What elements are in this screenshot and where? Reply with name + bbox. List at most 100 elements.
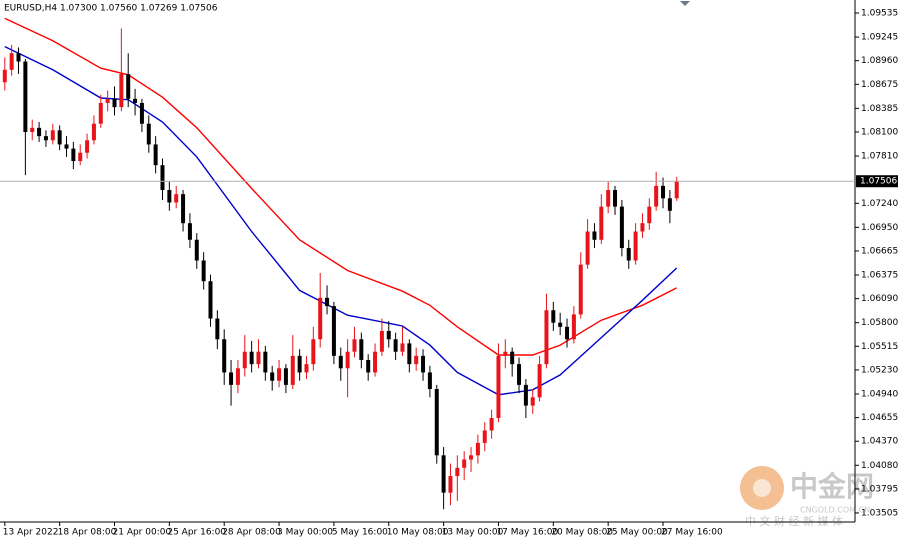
candle-body bbox=[338, 355, 343, 369]
candle-body bbox=[160, 165, 165, 191]
candle-body bbox=[667, 198, 672, 211]
candle-body bbox=[571, 314, 576, 340]
x-tick-label: 25 May 00:00 bbox=[606, 528, 668, 538]
candle-body bbox=[565, 326, 570, 340]
candle-body bbox=[366, 359, 371, 373]
candle-body bbox=[414, 355, 419, 365]
candle-body bbox=[558, 322, 563, 327]
candle-body bbox=[455, 467, 460, 477]
chart-title: EURUSD,H4 1.07300 1.07560 1.07269 1.0750… bbox=[4, 4, 218, 14]
candle-body bbox=[606, 190, 611, 207]
x-tick-label: 3 May 00:00 bbox=[277, 528, 333, 538]
candle-body bbox=[400, 343, 405, 352]
candle-body bbox=[544, 310, 549, 365]
candle-body bbox=[585, 231, 590, 265]
candle-body bbox=[482, 430, 487, 443]
x-tick-label: 5 May 16:00 bbox=[332, 528, 388, 538]
x-tick-label: 25 Apr 16:00 bbox=[167, 528, 226, 538]
y-tick-label: 1.03795 bbox=[861, 484, 898, 494]
candle-body bbox=[167, 190, 172, 203]
candle-body bbox=[626, 248, 631, 261]
y-tick-label: 1.08385 bbox=[861, 104, 898, 114]
candle-body bbox=[304, 364, 309, 373]
watermark-logo-inner bbox=[753, 479, 771, 497]
candle-body bbox=[64, 144, 69, 149]
candle-body bbox=[187, 223, 192, 240]
y-tick-label: 1.06950 bbox=[861, 223, 898, 233]
candle-body bbox=[119, 73, 124, 108]
candle-body bbox=[50, 130, 55, 141]
y-tick-label: 1.04080 bbox=[861, 461, 898, 471]
y-tick-label: 1.07240 bbox=[861, 199, 898, 209]
y-tick-label: 1.05515 bbox=[861, 342, 898, 352]
candle-body bbox=[462, 459, 467, 468]
last-price-label: 1.07506 bbox=[860, 177, 897, 187]
moving-average bbox=[4, 45, 678, 396]
candle-body bbox=[37, 127, 42, 137]
candle-body bbox=[386, 330, 391, 340]
candle-body bbox=[270, 372, 275, 381]
candle-body bbox=[421, 355, 426, 373]
candle-body bbox=[427, 372, 432, 390]
x-tick-label: 13 May 00:00 bbox=[442, 528, 504, 538]
candle-body bbox=[9, 53, 14, 70]
x-tick-label: 27 May 16:00 bbox=[661, 528, 723, 538]
y-tick-label: 1.06090 bbox=[861, 294, 898, 304]
candle-body bbox=[98, 102, 103, 124]
candle-body bbox=[249, 351, 254, 365]
candle-body bbox=[647, 206, 652, 224]
y-tick-label: 1.09535 bbox=[861, 9, 898, 19]
candle-body bbox=[133, 98, 138, 103]
candle-body bbox=[592, 231, 597, 240]
y-tick-label: 1.04655 bbox=[861, 413, 898, 423]
y-tick-label: 1.07810 bbox=[861, 152, 898, 162]
candle-body bbox=[475, 442, 480, 456]
candle-body bbox=[613, 190, 618, 207]
x-tick-label: 17 May 16:00 bbox=[496, 528, 558, 538]
candle-body bbox=[640, 223, 645, 232]
y-tick-label: 1.06665 bbox=[861, 246, 898, 256]
y-tick-label: 1.05800 bbox=[861, 318, 898, 328]
candle-body bbox=[256, 351, 261, 365]
candle-body bbox=[345, 351, 350, 369]
candle-body bbox=[71, 148, 76, 162]
candle-body bbox=[311, 339, 316, 365]
candle-body bbox=[318, 297, 323, 340]
candle-body bbox=[16, 53, 21, 62]
y-tick-label: 1.04370 bbox=[861, 437, 898, 447]
candle-body bbox=[229, 372, 234, 385]
candle-body bbox=[30, 127, 35, 132]
candle-body bbox=[153, 144, 158, 166]
candle-body bbox=[277, 368, 282, 381]
candle-body bbox=[661, 185, 666, 199]
candle-body bbox=[523, 384, 528, 406]
candle-body bbox=[393, 339, 398, 352]
candle-body bbox=[373, 351, 378, 373]
candle-body bbox=[105, 98, 110, 103]
candle-body bbox=[434, 389, 439, 456]
x-tick-label: 13 Apr 2022 bbox=[3, 528, 59, 538]
candle-body bbox=[407, 343, 412, 365]
candle-body bbox=[126, 73, 131, 99]
candle-body bbox=[441, 455, 446, 493]
candle-body bbox=[537, 364, 542, 398]
candle-body bbox=[263, 351, 268, 373]
candle-body bbox=[510, 351, 515, 365]
candle-body bbox=[181, 194, 186, 224]
y-tick-label: 1.06375 bbox=[861, 271, 898, 281]
candle-body bbox=[283, 368, 288, 385]
candle-body bbox=[85, 140, 90, 153]
candle-body bbox=[325, 297, 330, 307]
shift-marker[interactable] bbox=[680, 1, 690, 6]
candle-body bbox=[208, 281, 213, 319]
candle-body bbox=[352, 339, 357, 352]
candle-body bbox=[619, 206, 624, 249]
candle-body bbox=[201, 260, 206, 282]
candle-body bbox=[91, 123, 96, 141]
candle-body bbox=[215, 318, 220, 340]
x-tick-label: 21 Apr 00:00 bbox=[113, 528, 172, 538]
y-tick-label: 1.08675 bbox=[861, 80, 898, 90]
candle-body bbox=[2, 69, 7, 83]
candle-body bbox=[551, 310, 556, 323]
